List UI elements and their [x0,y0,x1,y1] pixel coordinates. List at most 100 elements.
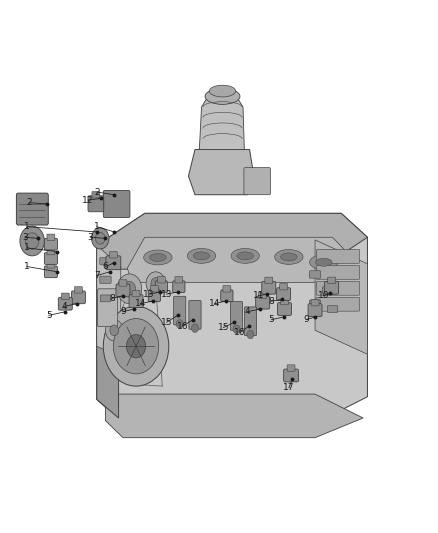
FancyBboxPatch shape [278,303,291,316]
Text: 2: 2 [94,188,99,197]
FancyBboxPatch shape [44,253,57,264]
FancyBboxPatch shape [189,301,201,329]
Text: 2: 2 [26,198,32,207]
Text: 14: 14 [135,299,146,308]
FancyBboxPatch shape [221,290,233,302]
FancyBboxPatch shape [74,287,82,293]
Text: 9: 9 [120,307,126,316]
Circle shape [117,274,142,304]
Text: 1: 1 [24,244,30,253]
Text: 8: 8 [109,294,115,303]
FancyBboxPatch shape [175,277,183,283]
Ellipse shape [209,85,236,97]
FancyBboxPatch shape [61,293,69,300]
FancyBboxPatch shape [16,193,48,225]
Ellipse shape [144,250,172,265]
Polygon shape [97,213,367,269]
Ellipse shape [193,252,210,260]
FancyBboxPatch shape [58,297,72,310]
Circle shape [106,320,123,341]
FancyBboxPatch shape [155,281,167,293]
FancyBboxPatch shape [173,296,186,325]
Ellipse shape [231,248,259,263]
FancyBboxPatch shape [281,298,288,305]
FancyBboxPatch shape [150,286,158,292]
FancyBboxPatch shape [157,277,165,283]
Text: 14: 14 [209,299,220,308]
Text: 13: 13 [143,289,155,298]
Circle shape [151,278,160,289]
Text: 3: 3 [22,233,28,242]
FancyBboxPatch shape [316,297,360,311]
FancyBboxPatch shape [230,302,243,330]
Ellipse shape [187,248,216,263]
FancyBboxPatch shape [309,271,321,278]
FancyBboxPatch shape [129,295,143,308]
FancyBboxPatch shape [284,369,298,382]
Circle shape [176,320,183,328]
FancyBboxPatch shape [47,248,55,255]
Text: 15: 15 [161,318,173,327]
FancyBboxPatch shape [325,281,339,294]
FancyBboxPatch shape [265,277,273,284]
Circle shape [92,228,109,249]
Text: 12: 12 [82,196,94,205]
Polygon shape [97,245,121,357]
Circle shape [124,281,136,296]
FancyBboxPatch shape [92,191,100,198]
Text: 3: 3 [87,233,93,242]
Text: 8: 8 [268,296,274,305]
FancyBboxPatch shape [116,284,130,297]
FancyBboxPatch shape [316,281,360,295]
FancyBboxPatch shape [308,304,322,317]
Text: 16: 16 [177,321,189,330]
Polygon shape [199,96,244,150]
Text: 6: 6 [102,262,108,271]
Ellipse shape [281,253,297,261]
Circle shape [25,233,39,249]
Ellipse shape [315,259,332,266]
Text: 4: 4 [244,307,250,316]
Polygon shape [106,394,363,438]
FancyBboxPatch shape [223,286,231,292]
FancyBboxPatch shape [132,290,140,297]
FancyBboxPatch shape [316,249,360,263]
FancyBboxPatch shape [100,257,111,265]
FancyBboxPatch shape [259,292,267,298]
Polygon shape [97,213,367,423]
Text: 16: 16 [234,328,246,337]
Text: 5: 5 [46,311,52,320]
FancyBboxPatch shape [88,196,104,212]
FancyBboxPatch shape [280,284,288,290]
Circle shape [103,306,169,386]
FancyBboxPatch shape [244,167,271,195]
Circle shape [233,325,240,334]
FancyBboxPatch shape [309,300,321,308]
Polygon shape [127,237,354,282]
Text: 17: 17 [283,383,295,392]
Text: 10: 10 [318,291,329,300]
FancyBboxPatch shape [44,266,57,278]
Ellipse shape [237,252,254,260]
Ellipse shape [205,88,240,104]
FancyBboxPatch shape [328,277,336,284]
FancyBboxPatch shape [311,300,319,306]
FancyBboxPatch shape [100,295,111,302]
Circle shape [95,232,105,244]
Circle shape [191,324,198,333]
FancyBboxPatch shape [316,265,360,279]
Text: 5: 5 [268,315,274,324]
Circle shape [247,330,254,339]
FancyBboxPatch shape [103,190,130,217]
Polygon shape [188,150,254,195]
FancyBboxPatch shape [119,280,127,286]
FancyBboxPatch shape [98,289,118,327]
Text: 1: 1 [94,222,99,231]
FancyBboxPatch shape [44,238,57,250]
FancyBboxPatch shape [262,281,276,294]
Circle shape [113,319,159,374]
FancyBboxPatch shape [47,262,55,268]
Polygon shape [97,245,119,418]
FancyBboxPatch shape [327,305,338,312]
FancyBboxPatch shape [47,234,55,240]
